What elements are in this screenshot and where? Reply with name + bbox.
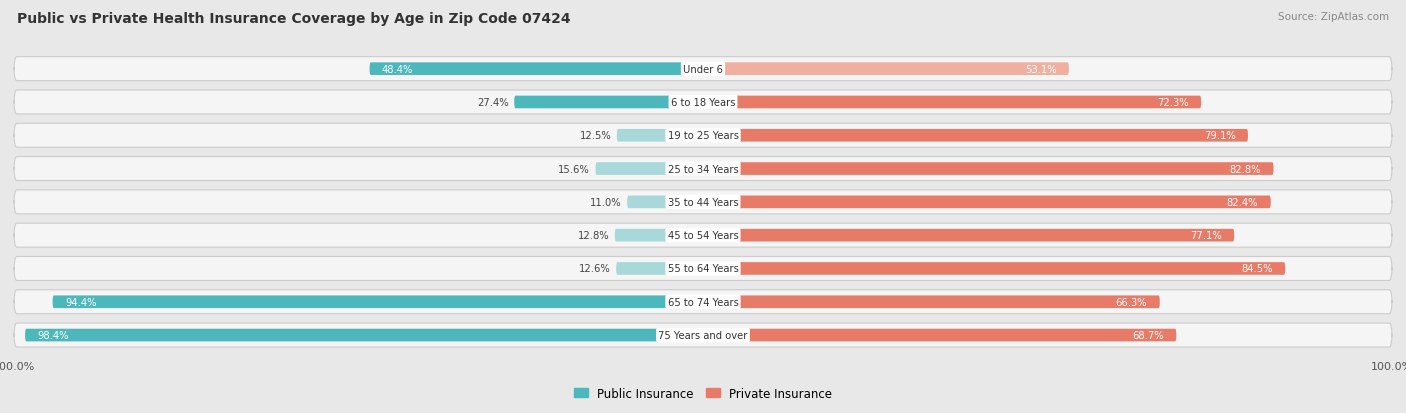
FancyBboxPatch shape bbox=[14, 57, 1392, 81]
FancyBboxPatch shape bbox=[616, 263, 703, 275]
Text: 11.0%: 11.0% bbox=[591, 197, 621, 207]
FancyBboxPatch shape bbox=[617, 130, 703, 142]
Text: 48.4%: 48.4% bbox=[382, 64, 413, 74]
Text: 72.3%: 72.3% bbox=[1157, 98, 1188, 108]
Text: 12.6%: 12.6% bbox=[579, 264, 610, 274]
Text: 77.1%: 77.1% bbox=[1189, 230, 1222, 241]
FancyBboxPatch shape bbox=[14, 190, 1392, 214]
Text: 82.4%: 82.4% bbox=[1227, 197, 1258, 207]
Text: 75 Years and over: 75 Years and over bbox=[658, 330, 748, 340]
FancyBboxPatch shape bbox=[52, 296, 703, 309]
Text: 25 to 34 Years: 25 to 34 Years bbox=[668, 164, 738, 174]
FancyBboxPatch shape bbox=[703, 296, 1160, 309]
Text: 68.7%: 68.7% bbox=[1132, 330, 1164, 340]
FancyBboxPatch shape bbox=[627, 196, 703, 209]
Text: 55 to 64 Years: 55 to 64 Years bbox=[668, 264, 738, 274]
Text: Source: ZipAtlas.com: Source: ZipAtlas.com bbox=[1278, 12, 1389, 22]
FancyBboxPatch shape bbox=[703, 263, 1285, 275]
FancyBboxPatch shape bbox=[14, 323, 1392, 347]
FancyBboxPatch shape bbox=[14, 157, 1392, 181]
FancyBboxPatch shape bbox=[515, 96, 703, 109]
Text: 6 to 18 Years: 6 to 18 Years bbox=[671, 98, 735, 108]
FancyBboxPatch shape bbox=[14, 223, 1392, 247]
FancyBboxPatch shape bbox=[703, 63, 1069, 76]
FancyBboxPatch shape bbox=[596, 163, 703, 176]
Text: 98.4%: 98.4% bbox=[38, 330, 69, 340]
Text: 15.6%: 15.6% bbox=[558, 164, 591, 174]
Text: 19 to 25 Years: 19 to 25 Years bbox=[668, 131, 738, 141]
Text: 53.1%: 53.1% bbox=[1025, 64, 1056, 74]
FancyBboxPatch shape bbox=[14, 290, 1392, 314]
FancyBboxPatch shape bbox=[703, 229, 1234, 242]
Text: 82.8%: 82.8% bbox=[1229, 164, 1261, 174]
Text: 12.5%: 12.5% bbox=[579, 131, 612, 141]
FancyBboxPatch shape bbox=[14, 124, 1392, 148]
Text: 12.8%: 12.8% bbox=[578, 230, 609, 241]
Text: Public vs Private Health Insurance Coverage by Age in Zip Code 07424: Public vs Private Health Insurance Cover… bbox=[17, 12, 571, 26]
Text: 79.1%: 79.1% bbox=[1204, 131, 1236, 141]
FancyBboxPatch shape bbox=[14, 91, 1392, 115]
Text: 65 to 74 Years: 65 to 74 Years bbox=[668, 297, 738, 307]
Text: 66.3%: 66.3% bbox=[1116, 297, 1147, 307]
FancyBboxPatch shape bbox=[614, 229, 703, 242]
FancyBboxPatch shape bbox=[14, 257, 1392, 281]
FancyBboxPatch shape bbox=[703, 196, 1271, 209]
FancyBboxPatch shape bbox=[703, 329, 1177, 342]
FancyBboxPatch shape bbox=[703, 163, 1274, 176]
Text: 27.4%: 27.4% bbox=[477, 98, 509, 108]
Legend: Public Insurance, Private Insurance: Public Insurance, Private Insurance bbox=[569, 382, 837, 404]
Text: 94.4%: 94.4% bbox=[65, 297, 97, 307]
Text: 35 to 44 Years: 35 to 44 Years bbox=[668, 197, 738, 207]
FancyBboxPatch shape bbox=[25, 329, 703, 342]
FancyBboxPatch shape bbox=[703, 130, 1249, 142]
Text: 84.5%: 84.5% bbox=[1241, 264, 1272, 274]
Text: Under 6: Under 6 bbox=[683, 64, 723, 74]
Text: 45 to 54 Years: 45 to 54 Years bbox=[668, 230, 738, 241]
FancyBboxPatch shape bbox=[703, 96, 1201, 109]
FancyBboxPatch shape bbox=[370, 63, 703, 76]
